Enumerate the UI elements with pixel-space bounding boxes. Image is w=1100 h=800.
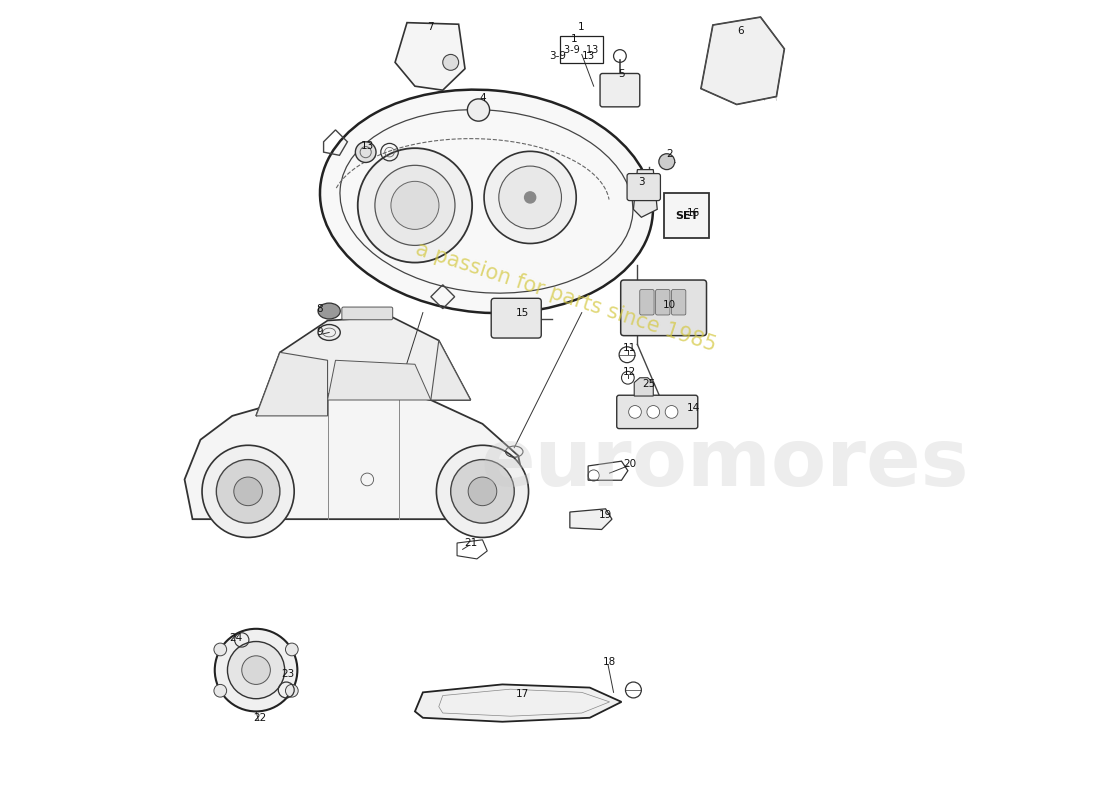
- Bar: [560, 36, 603, 63]
- Polygon shape: [328, 360, 431, 400]
- Circle shape: [286, 685, 298, 697]
- Circle shape: [358, 148, 472, 262]
- Polygon shape: [415, 685, 621, 722]
- Text: euromores: euromores: [481, 425, 969, 502]
- Circle shape: [390, 182, 439, 230]
- Text: 10: 10: [662, 300, 675, 310]
- Circle shape: [442, 54, 459, 70]
- Text: 16: 16: [686, 208, 700, 218]
- Text: a passion for parts since 1985: a passion for parts since 1985: [412, 238, 718, 355]
- Text: 3-9  13: 3-9 13: [564, 45, 598, 54]
- Circle shape: [217, 459, 279, 523]
- Circle shape: [355, 142, 376, 162]
- Text: 17: 17: [516, 689, 529, 699]
- FancyBboxPatch shape: [627, 174, 660, 201]
- FancyBboxPatch shape: [601, 74, 640, 107]
- Circle shape: [498, 166, 561, 229]
- Circle shape: [242, 656, 271, 685]
- Circle shape: [228, 642, 285, 698]
- Circle shape: [659, 154, 674, 170]
- Text: 1: 1: [579, 22, 585, 32]
- Polygon shape: [431, 341, 471, 400]
- Text: 23: 23: [282, 669, 295, 679]
- Text: 11: 11: [623, 343, 636, 354]
- FancyBboxPatch shape: [620, 280, 706, 336]
- Text: 6: 6: [737, 26, 744, 35]
- Text: 25: 25: [642, 379, 656, 389]
- Circle shape: [666, 406, 678, 418]
- Text: SET: SET: [675, 210, 698, 221]
- Ellipse shape: [320, 90, 653, 313]
- Circle shape: [484, 151, 576, 243]
- Circle shape: [525, 192, 536, 203]
- Circle shape: [468, 99, 490, 121]
- Text: 2: 2: [666, 149, 672, 158]
- Polygon shape: [256, 317, 471, 416]
- Circle shape: [437, 446, 529, 538]
- Text: 13: 13: [582, 51, 595, 61]
- Text: 8: 8: [317, 304, 323, 314]
- Text: 3: 3: [638, 177, 645, 186]
- Circle shape: [214, 629, 297, 711]
- Text: 22: 22: [253, 713, 266, 722]
- Circle shape: [647, 406, 660, 418]
- Circle shape: [469, 477, 497, 506]
- Text: 20: 20: [623, 458, 636, 469]
- Text: 4: 4: [480, 93, 486, 103]
- Text: 18: 18: [603, 657, 616, 667]
- FancyBboxPatch shape: [617, 395, 697, 429]
- FancyBboxPatch shape: [342, 307, 393, 320]
- Text: 7: 7: [428, 22, 435, 32]
- Text: 3-9: 3-9: [549, 51, 566, 61]
- Text: 15: 15: [516, 308, 529, 318]
- Polygon shape: [570, 509, 612, 530]
- Text: 21: 21: [464, 538, 477, 548]
- Ellipse shape: [318, 303, 340, 319]
- Polygon shape: [256, 352, 328, 416]
- Polygon shape: [701, 17, 784, 105]
- Text: 14: 14: [686, 403, 700, 413]
- Text: 9: 9: [317, 327, 323, 338]
- Text: 12: 12: [623, 367, 636, 377]
- Polygon shape: [634, 170, 658, 218]
- Circle shape: [375, 166, 455, 246]
- Circle shape: [213, 685, 227, 697]
- Text: 19: 19: [600, 510, 613, 520]
- Text: 24: 24: [230, 634, 243, 643]
- Polygon shape: [635, 378, 653, 396]
- Text: 5: 5: [618, 70, 625, 79]
- FancyBboxPatch shape: [492, 298, 541, 338]
- FancyBboxPatch shape: [640, 290, 654, 315]
- Polygon shape: [395, 22, 465, 90]
- Polygon shape: [185, 388, 526, 519]
- Text: 13: 13: [361, 141, 374, 150]
- FancyBboxPatch shape: [656, 290, 670, 315]
- FancyBboxPatch shape: [671, 290, 686, 315]
- Circle shape: [213, 643, 227, 656]
- Circle shape: [202, 446, 294, 538]
- Circle shape: [629, 406, 641, 418]
- Text: 1: 1: [571, 34, 578, 43]
- FancyBboxPatch shape: [664, 194, 708, 238]
- Circle shape: [286, 643, 298, 656]
- Circle shape: [234, 477, 263, 506]
- Circle shape: [451, 459, 515, 523]
